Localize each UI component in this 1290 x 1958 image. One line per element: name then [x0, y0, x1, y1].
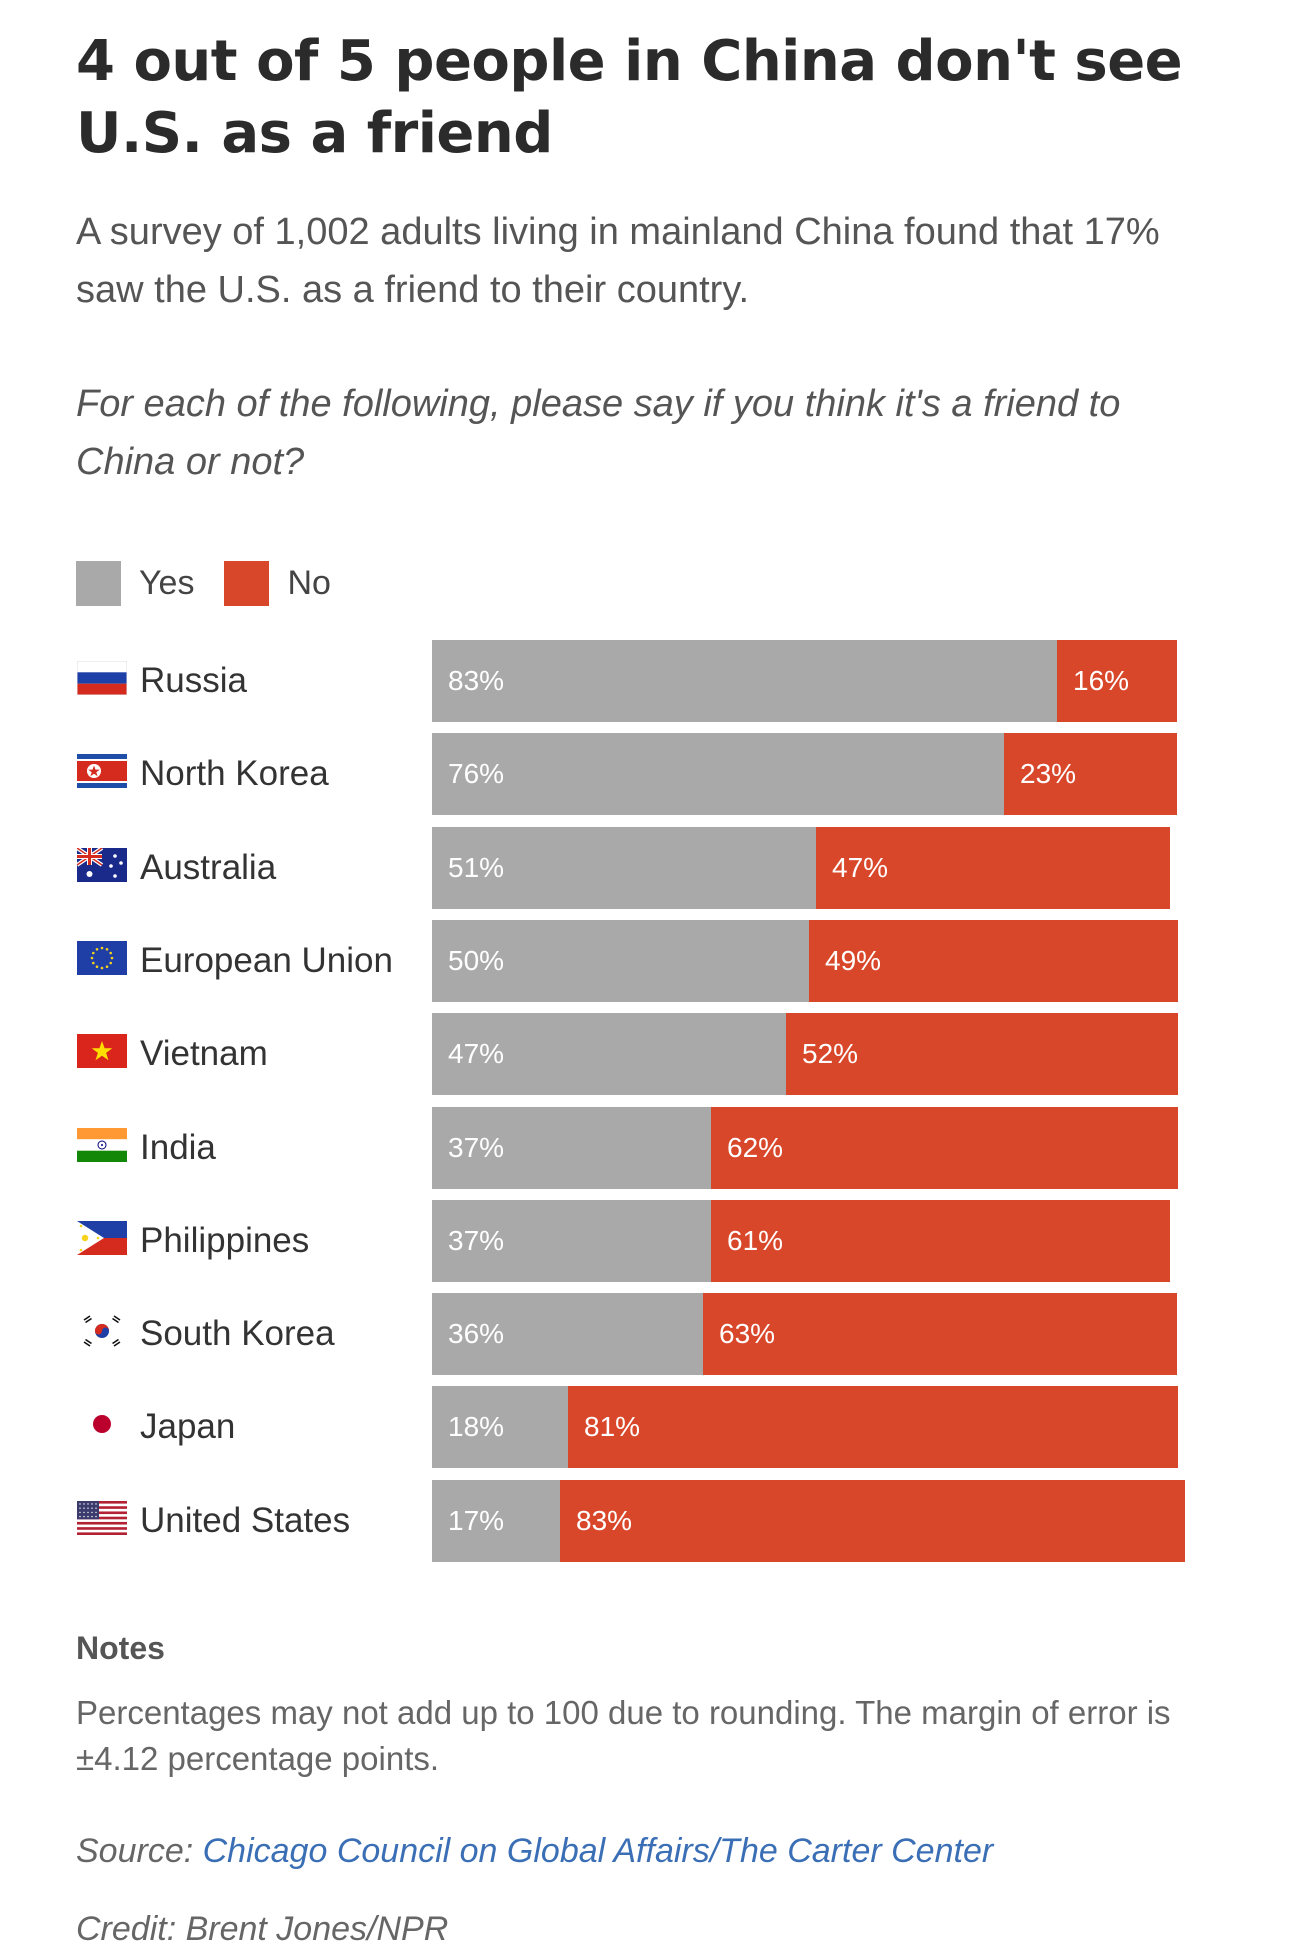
- source-prefix: Source:: [76, 1832, 203, 1870]
- bar-yes: [432, 1293, 703, 1375]
- data-label-no: 16%: [1073, 665, 1130, 696]
- bar-row: Russia 83% 16%: [0, 640, 1290, 722]
- data-label-yes: 83%: [448, 665, 505, 696]
- category-label: Vietnam: [140, 1034, 268, 1073]
- data-label-no: 81%: [584, 1411, 641, 1442]
- legend-item-no: No: [224, 561, 331, 606]
- data-label-yes: 18%: [448, 1411, 505, 1442]
- category-label: European Union: [140, 941, 393, 980]
- data-label-no: 83%: [576, 1505, 633, 1536]
- legend-label-yes: Yes: [139, 564, 195, 602]
- source-link[interactable]: Chicago Council on Global Affairs/The Ca…: [202, 1832, 994, 1870]
- bar-yes: [432, 733, 1004, 815]
- india-flag-icon: [77, 1128, 127, 1162]
- bar-no: [703, 1293, 1177, 1375]
- data-label-yes: 76%: [448, 758, 505, 789]
- data-label-yes: 47%: [448, 1038, 505, 1069]
- category-label: North Korea: [140, 754, 329, 793]
- data-label-no: 47%: [832, 852, 889, 883]
- data-label-yes: 17%: [448, 1505, 505, 1536]
- credit-line: Credit: Brent Jones/NPR: [76, 1910, 449, 1948]
- notes-title: Notes: [76, 1630, 165, 1666]
- bar-yes: [432, 1480, 560, 1562]
- legend-swatch-no: [224, 561, 270, 606]
- legend-item-yes: Yes: [76, 561, 194, 606]
- chart-title: 4 out of 5 people in China don't see U.S…: [76, 29, 1183, 166]
- data-label-no: 52%: [802, 1038, 859, 1069]
- data-label-yes: 51%: [448, 852, 505, 883]
- bar-row: Japan 18% 81%: [0, 1386, 1290, 1468]
- data-label-yes: 36%: [448, 1318, 505, 1349]
- bar-no: [786, 1013, 1178, 1095]
- legend: Yes No: [76, 561, 361, 606]
- bar-no: [816, 827, 1170, 909]
- category-label: United States: [140, 1501, 351, 1540]
- bar-row: North Korea 76% 23%: [0, 733, 1290, 815]
- japan-flag-icon: [77, 1407, 127, 1441]
- bar-row: India 37% 62%: [0, 1107, 1290, 1189]
- data-label-yes: 50%: [448, 945, 505, 976]
- bar-no: [1004, 733, 1177, 815]
- data-label-no: 49%: [825, 945, 882, 976]
- data-label-no: 62%: [727, 1132, 784, 1163]
- bar-yes: [432, 1013, 786, 1095]
- bar-yes: [432, 1386, 568, 1468]
- south-korea-flag-icon: [77, 1314, 127, 1348]
- category-label: Australia: [140, 848, 277, 887]
- bar-yes: [432, 1200, 711, 1282]
- chart-subtitle: A survey of 1,002 adults living in mainl…: [76, 211, 1160, 311]
- category-label: India: [140, 1128, 216, 1167]
- bar-no: [809, 920, 1178, 1002]
- bar-row: European Union 50% 49%: [0, 920, 1290, 1002]
- bar-row: South Korea 36% 63%: [0, 1293, 1290, 1375]
- australia-flag-icon: [77, 848, 127, 882]
- bar-no: [711, 1107, 1178, 1189]
- category-label: Japan: [140, 1407, 236, 1446]
- philippines-flag-icon: [77, 1221, 127, 1255]
- bar-row: Philippines 37% 61%: [0, 1200, 1290, 1282]
- bar-no: [568, 1386, 1178, 1468]
- bar-yes: [432, 827, 816, 909]
- data-label-no: 23%: [1020, 758, 1077, 789]
- bar-row: Australia 51% 47%: [0, 827, 1290, 909]
- data-label-no: 63%: [719, 1318, 776, 1349]
- data-label-yes: 37%: [448, 1225, 505, 1256]
- bar-no: [1057, 640, 1177, 722]
- data-label-no: 61%: [727, 1225, 784, 1256]
- survey-question: For each of the following, please say if…: [76, 383, 1121, 483]
- legend-label-no: No: [287, 564, 331, 602]
- bar-no: [711, 1200, 1170, 1282]
- russia-flag-icon: [77, 661, 127, 695]
- source-line: Source: Chicago Council on Global Affair…: [76, 1832, 993, 1871]
- legend-swatch-yes: [76, 561, 121, 606]
- bar-yes: [432, 1107, 711, 1189]
- category-label: Philippines: [140, 1221, 310, 1260]
- north-korea-flag-icon: [77, 754, 127, 788]
- bar-yes: [432, 640, 1057, 722]
- bar-yes: [432, 920, 809, 1002]
- data-label-yes: 37%: [448, 1132, 505, 1163]
- bar-row: Vietnam 47% 52%: [0, 1013, 1290, 1095]
- eu-flag-icon: [77, 941, 127, 975]
- bar-row: United States 17% 83%: [0, 1480, 1290, 1562]
- category-label: South Korea: [140, 1314, 335, 1353]
- bar-no: [560, 1480, 1185, 1562]
- notes-text: Percentages may not add up to 100 due to…: [76, 1694, 1171, 1777]
- us-flag-icon: [77, 1501, 127, 1535]
- vietnam-flag-icon: [77, 1034, 127, 1068]
- category-label: Russia: [140, 661, 247, 700]
